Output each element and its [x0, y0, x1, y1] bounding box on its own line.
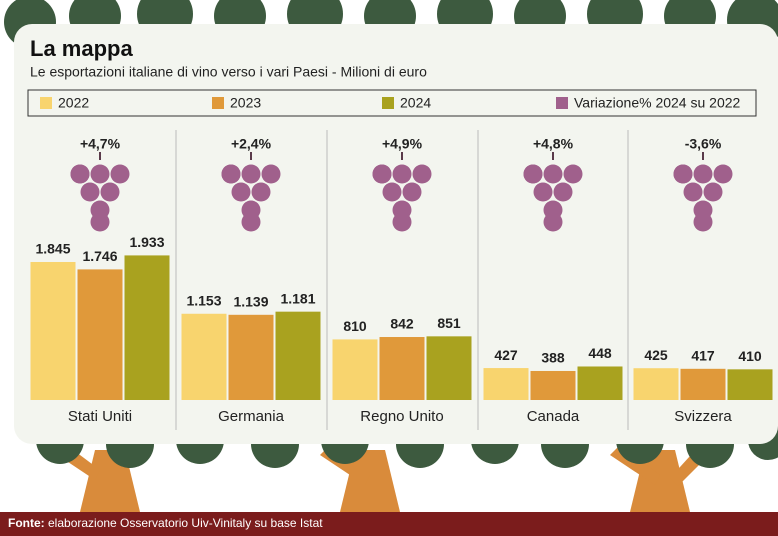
variation-label: +4,7%	[80, 136, 121, 152]
value-label: 1.153	[186, 292, 221, 308]
grape-berry	[674, 165, 693, 184]
grape-berry	[262, 165, 281, 184]
value-label: 1.933	[129, 234, 164, 250]
value-label: 1.181	[280, 290, 315, 306]
bar	[484, 368, 529, 400]
value-label: 427	[494, 347, 518, 363]
bar	[427, 336, 472, 400]
grape-berry	[393, 213, 412, 232]
grape-berry	[242, 165, 261, 184]
grape-berry	[684, 183, 703, 202]
grape-berry	[413, 165, 432, 184]
source: Fonte: elaborazione Osservatorio Uiv-Vin…	[8, 516, 323, 530]
value-label: 448	[588, 345, 612, 361]
value-label: 410	[738, 348, 762, 364]
value-label: 1.139	[233, 294, 268, 310]
bar	[531, 371, 576, 400]
grape-berry	[91, 165, 110, 184]
legend-label: 2024	[400, 95, 431, 111]
source-label: Fonte:	[8, 516, 45, 530]
legend-swatch	[556, 97, 568, 109]
grape-berry	[694, 165, 713, 184]
variation-label: +2,4%	[231, 136, 272, 152]
value-label: 425	[644, 347, 668, 363]
grape-berry	[373, 165, 392, 184]
grape-berry	[534, 183, 553, 202]
grape-berry	[81, 183, 100, 202]
value-label: 388	[541, 350, 565, 366]
value-label: 842	[390, 316, 414, 332]
variation-label: +4,9%	[382, 136, 423, 152]
legend-swatch	[382, 97, 394, 109]
grape-berry	[383, 183, 402, 202]
grape-berry	[222, 165, 241, 184]
x-tick-label: Stati Uniti	[68, 408, 132, 425]
bar	[125, 255, 170, 400]
grape-berry	[252, 183, 271, 202]
value-label: 1.845	[35, 241, 70, 257]
x-tick-label: Germania	[218, 408, 285, 425]
grape-berry	[111, 165, 130, 184]
grape-berry	[694, 213, 713, 232]
grape-berry	[544, 165, 563, 184]
legend-label: 2022	[58, 95, 89, 111]
value-label: 1.746	[82, 248, 117, 264]
grape-berry	[704, 183, 723, 202]
grape-berry	[714, 165, 733, 184]
bar	[229, 315, 274, 400]
bar	[681, 369, 726, 400]
grape-berry	[564, 165, 583, 184]
value-label: 417	[691, 348, 715, 364]
legend-label: Variazione% 2024 su 2022	[574, 95, 741, 111]
legend-swatch	[212, 97, 224, 109]
bar	[333, 339, 378, 400]
x-tick-label: Svizzera	[674, 408, 732, 425]
bar	[182, 314, 227, 400]
legend-swatch	[40, 97, 52, 109]
source-text: elaborazione Osservatorio Uiv-Vinitaly s…	[48, 516, 323, 530]
x-tick-label: Canada	[527, 408, 580, 425]
grape-berry	[393, 165, 412, 184]
chart: La mappa Le esportazioni italiane di vin…	[0, 0, 778, 536]
chart-subtitle: Le esportazioni italiane di vino verso i…	[30, 64, 427, 80]
grape-berry	[91, 213, 110, 232]
x-tick-label: Regno Unito	[360, 408, 443, 425]
grape-berry	[554, 183, 573, 202]
variation-label: +4,8%	[533, 136, 574, 152]
grape-berry	[403, 183, 422, 202]
bar	[276, 312, 321, 400]
grape-berry	[544, 213, 563, 232]
bar	[78, 269, 123, 400]
bar	[634, 368, 679, 400]
grape-berry	[71, 165, 90, 184]
grape-berry	[524, 165, 543, 184]
bar	[728, 369, 773, 400]
grape-berry	[101, 183, 120, 202]
bar	[31, 262, 76, 400]
grape-berry	[232, 183, 251, 202]
background	[0, 0, 778, 536]
bar	[578, 366, 623, 400]
value-label: 851	[437, 315, 461, 331]
bar	[380, 337, 425, 400]
variation-label: -3,6%	[685, 136, 722, 152]
chart-title: La mappa	[30, 36, 133, 61]
grape-berry	[242, 213, 261, 232]
legend-label: 2023	[230, 95, 261, 111]
value-label: 810	[343, 318, 367, 334]
